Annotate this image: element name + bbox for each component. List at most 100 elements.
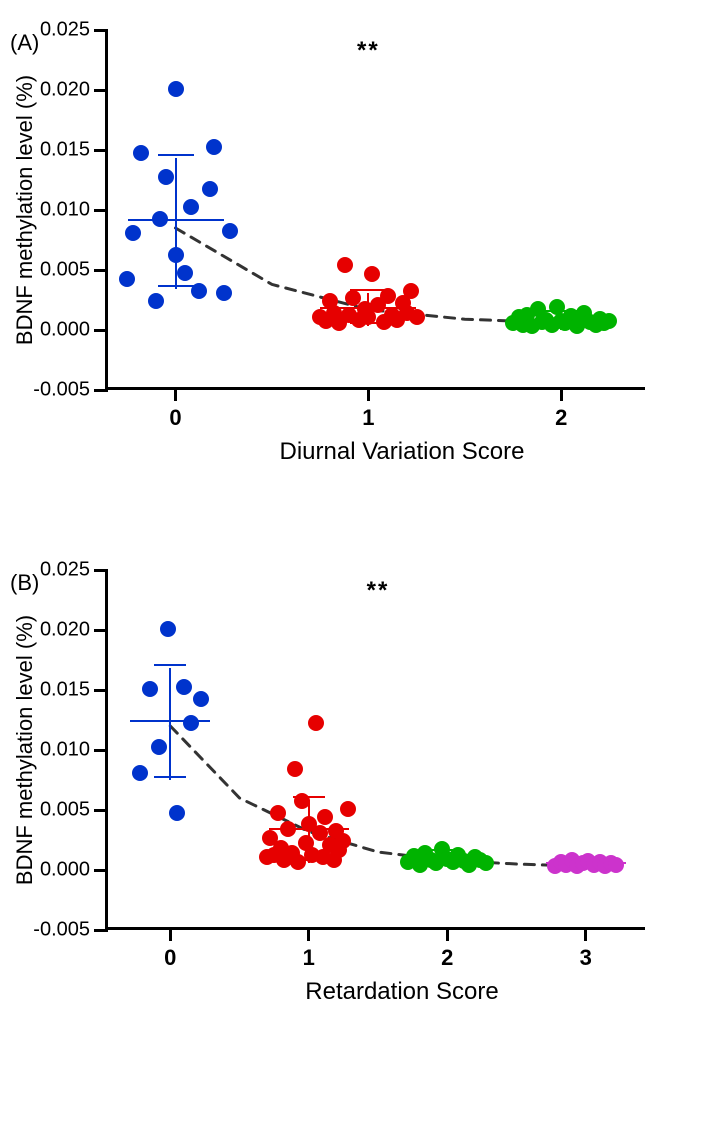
data-point [280, 821, 296, 837]
x-tick-label: 1 [362, 405, 374, 431]
panel-b: (B) BDNF methylation level (%) -0.0050.0… [10, 570, 699, 1070]
x-tick [584, 927, 587, 941]
y-tick-label: 0.010 [40, 739, 90, 762]
data-point [152, 211, 168, 227]
data-point [119, 271, 135, 287]
x-tick-label: 0 [169, 405, 181, 431]
panel-b-y-title: BDNF methylation level (%) [12, 615, 38, 885]
panel-b-chart: BDNF methylation level (%) -0.0050.0000.… [105, 570, 699, 930]
y-tick-label: 0.015 [40, 679, 90, 702]
significance-marker: ** [367, 577, 390, 605]
data-point [364, 266, 380, 282]
data-point [409, 309, 425, 325]
x-tick [307, 927, 310, 941]
panel-b-x-title: Retardation Score [305, 978, 498, 1006]
y-tick-label: 0.015 [40, 139, 90, 162]
data-point [151, 739, 167, 755]
x-tick-label: 2 [441, 945, 453, 971]
y-tick [94, 269, 108, 272]
panel-a-chart: BDNF methylation level (%) -0.0050.0000.… [105, 30, 699, 390]
y-tick-label: 0.020 [40, 619, 90, 642]
y-tick-label: 0.025 [40, 559, 90, 582]
data-point [335, 833, 351, 849]
trend-line [108, 570, 648, 930]
data-point [168, 247, 184, 263]
x-tick-label: 0 [164, 945, 176, 971]
data-point [169, 805, 185, 821]
data-point [340, 801, 356, 817]
y-tick [94, 929, 108, 932]
data-point [202, 181, 218, 197]
x-tick [446, 927, 449, 941]
data-point [380, 288, 396, 304]
data-point [287, 761, 303, 777]
data-point [168, 81, 184, 97]
y-tick [94, 89, 108, 92]
y-tick [94, 689, 108, 692]
y-tick [94, 629, 108, 632]
panel-a: (A) BDNF methylation level (%) -0.0050.0… [10, 30, 699, 530]
x-tick [174, 387, 177, 401]
x-tick-label: 1 [303, 945, 315, 971]
y-tick [94, 569, 108, 572]
panel-a-label: (A) [10, 30, 39, 56]
data-point [176, 679, 192, 695]
figure-container: (A) BDNF methylation level (%) -0.0050.0… [0, 0, 709, 1130]
y-tick [94, 389, 108, 392]
data-point [222, 223, 238, 239]
y-tick [94, 749, 108, 752]
panel-a-y-title: BDNF methylation level (%) [12, 75, 38, 345]
error-cap [158, 285, 194, 287]
x-tick [169, 927, 172, 941]
y-tick [94, 809, 108, 812]
data-point [142, 681, 158, 697]
data-point [158, 169, 174, 185]
data-point [206, 139, 222, 155]
data-point [148, 293, 164, 309]
panel-b-label: (B) [10, 570, 39, 596]
y-tick [94, 29, 108, 32]
data-point [183, 715, 199, 731]
y-tick [94, 869, 108, 872]
y-tick-label: 0.010 [40, 199, 90, 222]
y-tick-label: 0.000 [40, 859, 90, 882]
data-point [125, 225, 141, 241]
data-point [193, 691, 209, 707]
y-tick [94, 209, 108, 212]
error-cap [154, 664, 186, 666]
data-point [160, 621, 176, 637]
y-tick [94, 329, 108, 332]
data-point [317, 809, 333, 825]
panel-a-x-title: Diurnal Variation Score [279, 438, 524, 466]
y-tick-label: 0.000 [40, 319, 90, 342]
error-vertical [175, 158, 177, 289]
data-point [183, 199, 199, 215]
error-cap [154, 776, 186, 778]
y-tick-label: 0.020 [40, 79, 90, 102]
error-cap [158, 154, 194, 156]
data-point [133, 145, 149, 161]
panel-b-plot-area: -0.0050.0000.0050.0100.0150.0200.0250123… [105, 570, 645, 930]
error-vertical [169, 668, 171, 780]
data-point [308, 715, 324, 731]
significance-marker: ** [357, 37, 380, 65]
y-tick-label: 0.025 [40, 19, 90, 42]
y-tick-label: 0.005 [40, 799, 90, 822]
data-point [216, 285, 232, 301]
y-tick-label: -0.005 [33, 919, 90, 942]
y-tick [94, 149, 108, 152]
x-tick-label: 3 [580, 945, 592, 971]
x-tick-label: 2 [555, 405, 567, 431]
data-point [191, 283, 207, 299]
data-point [403, 283, 419, 299]
x-tick [367, 387, 370, 401]
y-tick-label: -0.005 [33, 379, 90, 402]
data-point [270, 805, 286, 821]
data-point [601, 313, 617, 329]
panel-a-plot-area: -0.0050.0000.0050.0100.0150.0200.025012*… [105, 30, 645, 390]
data-point [337, 257, 353, 273]
data-point [177, 265, 193, 281]
y-tick-label: 0.005 [40, 259, 90, 282]
data-point [608, 857, 624, 873]
data-point [294, 793, 310, 809]
